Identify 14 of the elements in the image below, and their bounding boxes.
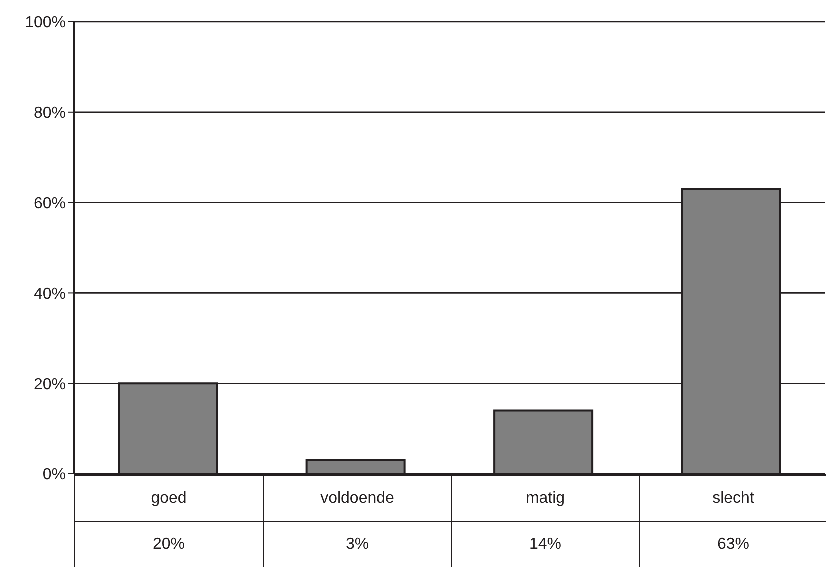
x-tick-label: matig (451, 476, 639, 521)
y-tick-label: 100% (25, 14, 66, 32)
x-tick-label: goed (150, 488, 188, 508)
data-label: 3% (263, 522, 451, 567)
y-tick-label: 20% (34, 376, 66, 394)
data-label: 14% (451, 522, 639, 567)
x-tick-label: slecht (639, 476, 826, 521)
data-label: 20% (152, 534, 186, 554)
y-tick-label: 0% (42, 466, 66, 484)
y-tick-label: 40% (34, 286, 66, 303)
y-tick-label: 60% (34, 195, 66, 212)
data-label: 63% (639, 522, 826, 567)
y-tick-label: 80% (34, 105, 66, 122)
x-tick-label: voldoende (263, 476, 451, 521)
